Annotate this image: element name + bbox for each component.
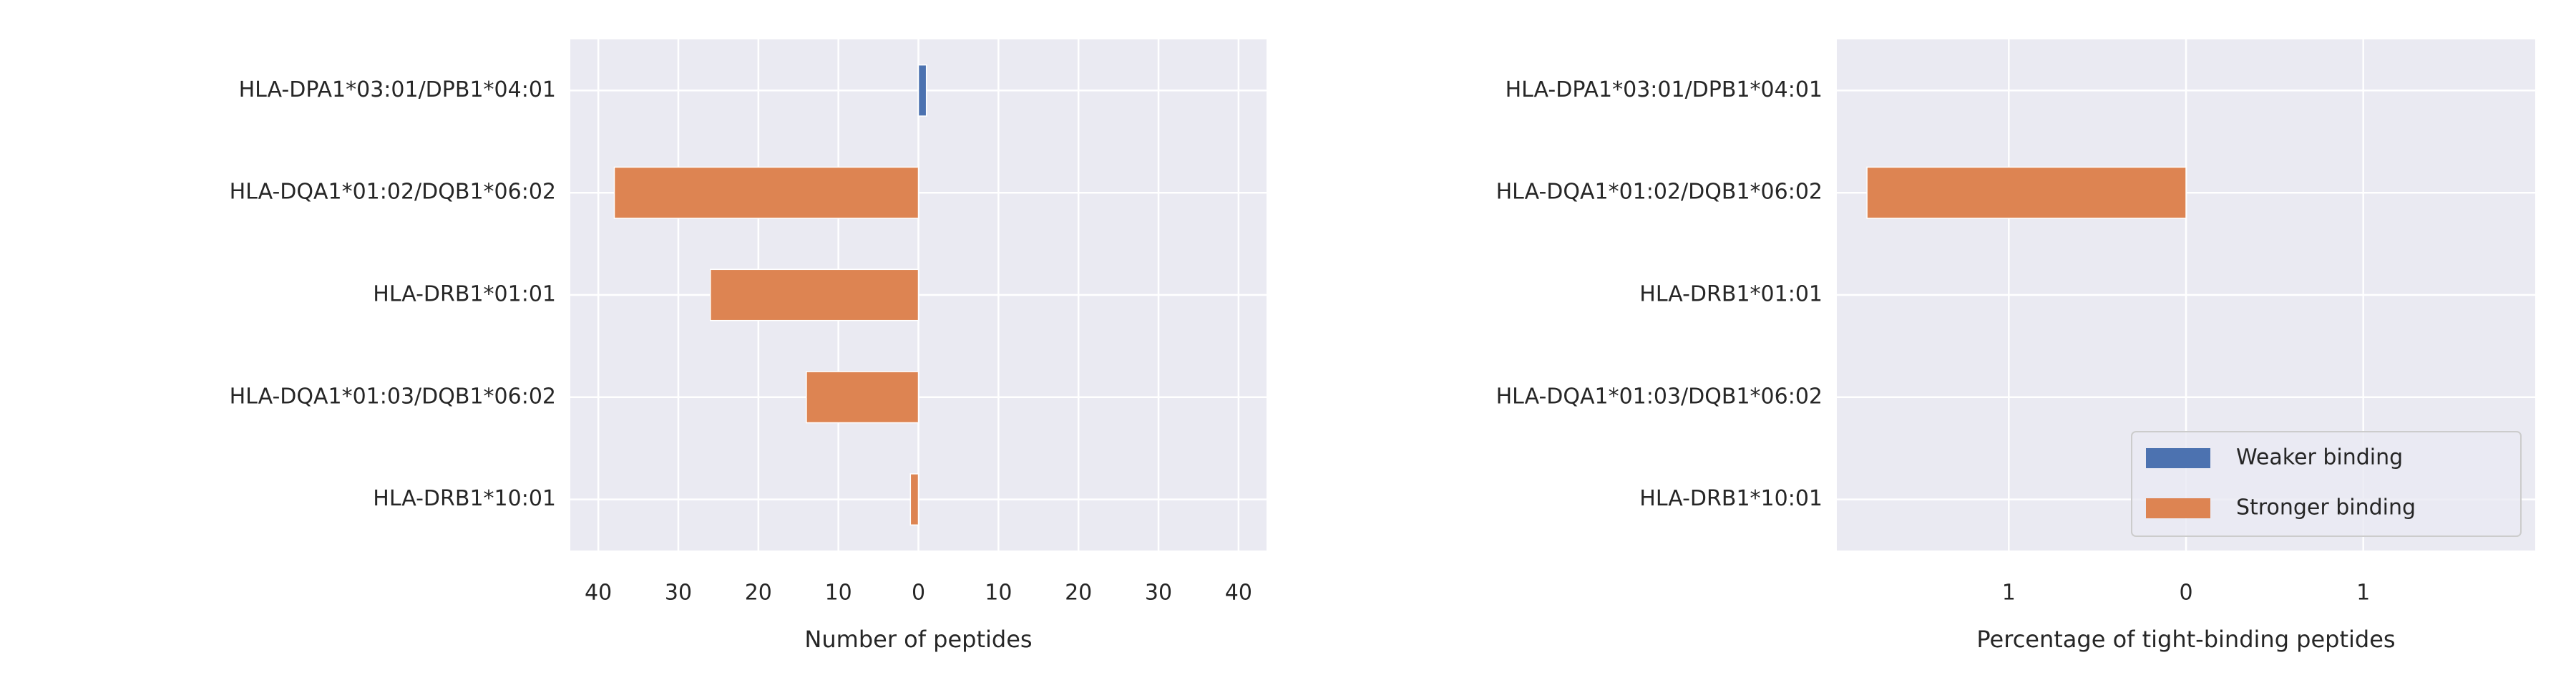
x-tick-label: 1 (2002, 581, 2016, 606)
x-tick-label: 40 (585, 581, 612, 606)
bar (909, 473, 919, 526)
x-tick-label: 30 (665, 581, 692, 606)
x-axis-label: Percentage of tight-binding peptides (1976, 626, 2395, 653)
y-tick-label: HLA-DPA1*03:01/DPB1*04:01 (239, 77, 556, 102)
x-tick-label: 20 (1065, 581, 1092, 606)
x-axis-label: Number of peptides (804, 626, 1032, 653)
y-tick-label: HLA-DQA1*01:03/DQB1*06:02 (1496, 384, 1823, 409)
y-tick-label: HLA-DRB1*10:01 (373, 486, 556, 511)
x-tick-label: 20 (745, 581, 772, 606)
legend-swatch (2146, 448, 2210, 468)
x-tick-label: 30 (1145, 581, 1172, 606)
legend-box (2131, 431, 2522, 537)
y-tick-label: HLA-DPA1*03:01/DPB1*04:01 (1506, 77, 1823, 102)
x-tick-label: 0 (912, 581, 925, 606)
x-tick-label: 40 (1225, 581, 1252, 606)
y-tick-label: HLA-DQA1*01:02/DQB1*06:02 (1496, 180, 1823, 205)
bar (709, 268, 919, 321)
legend-label: Stronger binding (2236, 495, 2416, 520)
bar (613, 166, 919, 219)
legend-label: Weaker binding (2236, 445, 2403, 470)
x-tick-label: 10 (985, 581, 1012, 606)
y-tick-label: HLA-DRB1*10:01 (1639, 486, 1823, 511)
bar (917, 64, 927, 117)
x-tick-label: 10 (825, 581, 852, 606)
bar (1866, 166, 2187, 219)
y-tick-label: HLA-DQA1*01:02/DQB1*06:02 (230, 180, 556, 205)
bar (806, 371, 919, 424)
legend-swatch (2146, 498, 2210, 518)
y-tick-label: HLA-DRB1*01:01 (373, 282, 556, 307)
y-tick-label: HLA-DRB1*01:01 (1639, 282, 1823, 307)
y-tick-label: HLA-DQA1*01:03/DQB1*06:02 (230, 384, 556, 409)
x-tick-label: 0 (2179, 581, 2192, 606)
x-tick-label: 1 (2356, 581, 2370, 606)
